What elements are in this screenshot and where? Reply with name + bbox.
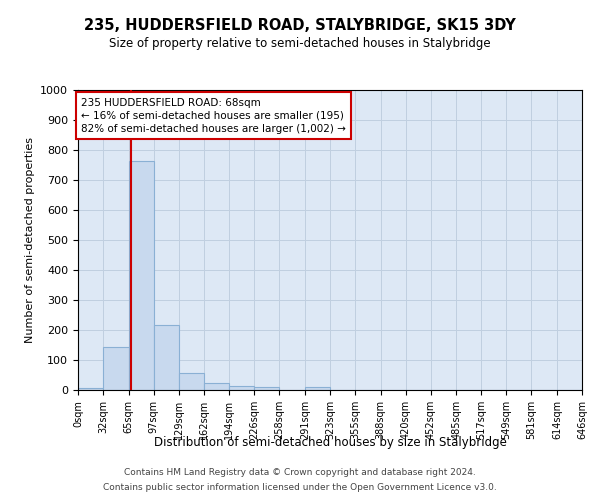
Text: Contains HM Land Registry data © Crown copyright and database right 2024.: Contains HM Land Registry data © Crown c… (124, 468, 476, 477)
Y-axis label: Number of semi-detached properties: Number of semi-detached properties (25, 137, 35, 343)
Bar (129, 162, 154, 390)
Bar (154, 325, 179, 390)
Bar (205, 383, 229, 390)
Text: Contains public sector information licensed under the Open Government Licence v3: Contains public sector information licen… (103, 483, 497, 492)
Bar (254, 386, 279, 390)
Bar (78, 388, 103, 390)
Bar (305, 386, 330, 390)
Text: Distribution of semi-detached houses by size in Stalybridge: Distribution of semi-detached houses by … (154, 436, 506, 449)
Text: 235, HUDDERSFIELD ROAD, STALYBRIDGE, SK15 3DY: 235, HUDDERSFIELD ROAD, STALYBRIDGE, SK1… (84, 18, 516, 32)
Text: Size of property relative to semi-detached houses in Stalybridge: Size of property relative to semi-detach… (109, 36, 491, 50)
Bar (103, 346, 129, 390)
Bar (229, 386, 254, 390)
Bar (179, 373, 205, 390)
Text: 235 HUDDERSFIELD ROAD: 68sqm
← 16% of semi-detached houses are smaller (195)
82%: 235 HUDDERSFIELD ROAD: 68sqm ← 16% of se… (81, 98, 346, 134)
